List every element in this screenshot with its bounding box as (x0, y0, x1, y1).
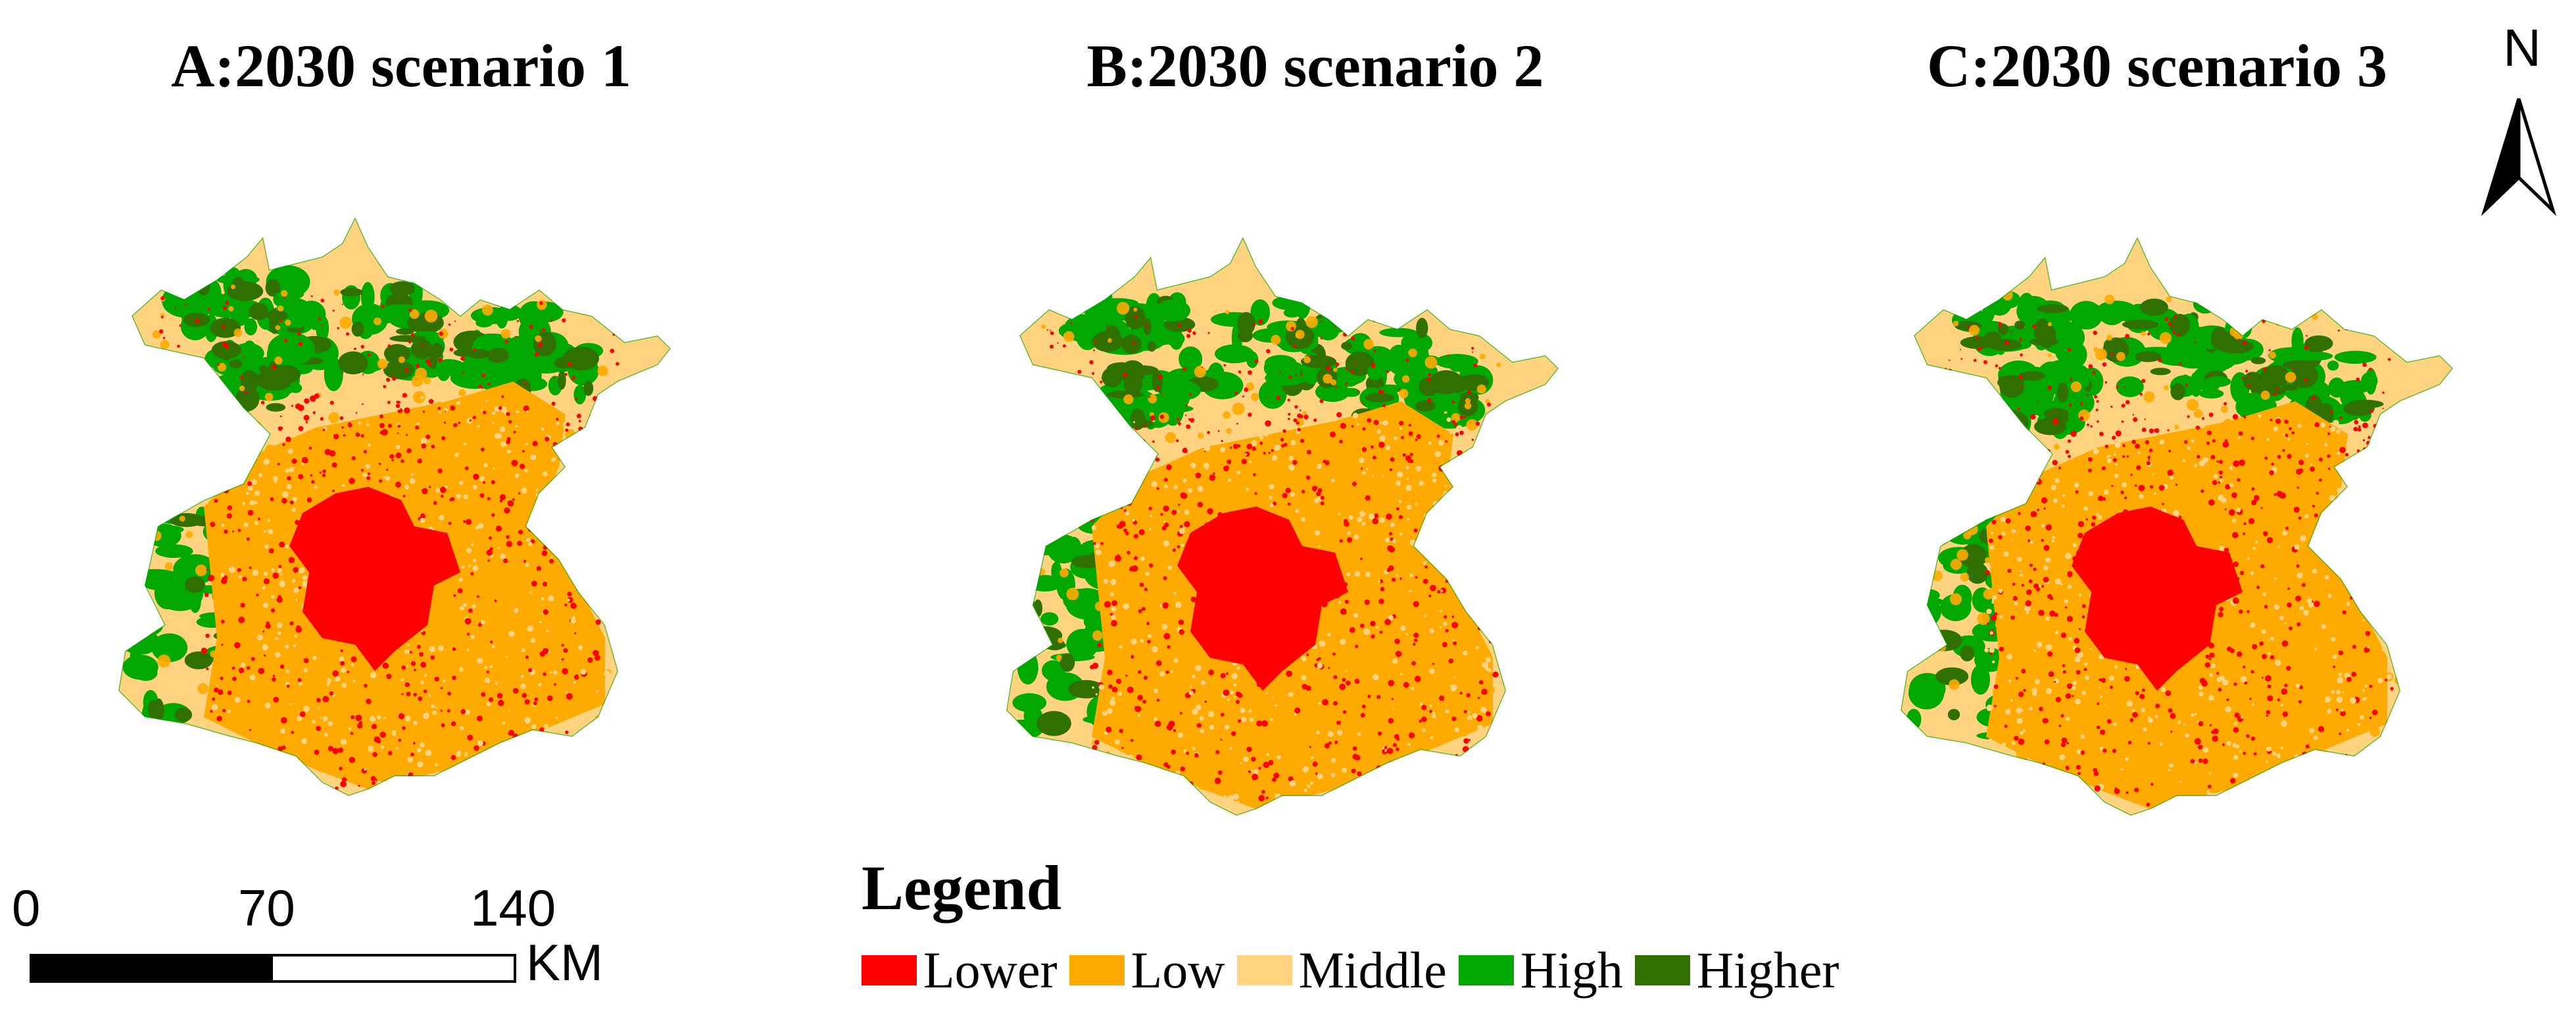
legend-label-higher: Higher (1696, 941, 1839, 999)
legend-item-low: Low (1069, 941, 1225, 1000)
legend-label-lower: Lower (923, 941, 1057, 999)
panel-b-title: B:2030 scenario 2 (1086, 32, 1544, 99)
panel-c-map (1901, 237, 2453, 816)
scale-label-140: 140 (470, 879, 556, 937)
legend-title: Legend (862, 853, 1062, 923)
scale-label-0: 0 (12, 879, 41, 937)
panel-c-title: C:2030 scenario 3 (1926, 32, 2388, 99)
legend-swatch-low (1069, 955, 1125, 985)
legend-item-lower: Lower (862, 941, 1057, 1000)
scale-bar-black-segment (32, 957, 273, 980)
legend: Lower Low Middle High Higher (862, 934, 1851, 1007)
legend-label-middle: Middle (1298, 941, 1447, 999)
legend-label-low: Low (1130, 941, 1225, 999)
scale-unit: KM (526, 933, 603, 991)
legend-item-middle: Middle (1236, 941, 1447, 1000)
north-arrow-label: N (2503, 18, 2541, 77)
legend-label-high: High (1520, 941, 1623, 999)
scale-bar (30, 954, 516, 983)
panel-a-map (118, 217, 671, 796)
legend-swatch-high (1458, 955, 1514, 985)
scale-bar-white-segment (273, 957, 514, 980)
legend-item-high: High (1458, 941, 1623, 1000)
north-arrow-icon (2481, 98, 2557, 216)
scale-label-70: 70 (238, 879, 295, 937)
legend-swatch-higher (1634, 955, 1690, 985)
legend-item-higher: Higher (1634, 941, 1839, 1000)
legend-swatch-middle (1236, 955, 1292, 985)
panel-a-title: A:2030 scenario 1 (170, 32, 632, 99)
legend-swatch-lower (862, 955, 917, 985)
panel-b-map (1006, 237, 1559, 816)
